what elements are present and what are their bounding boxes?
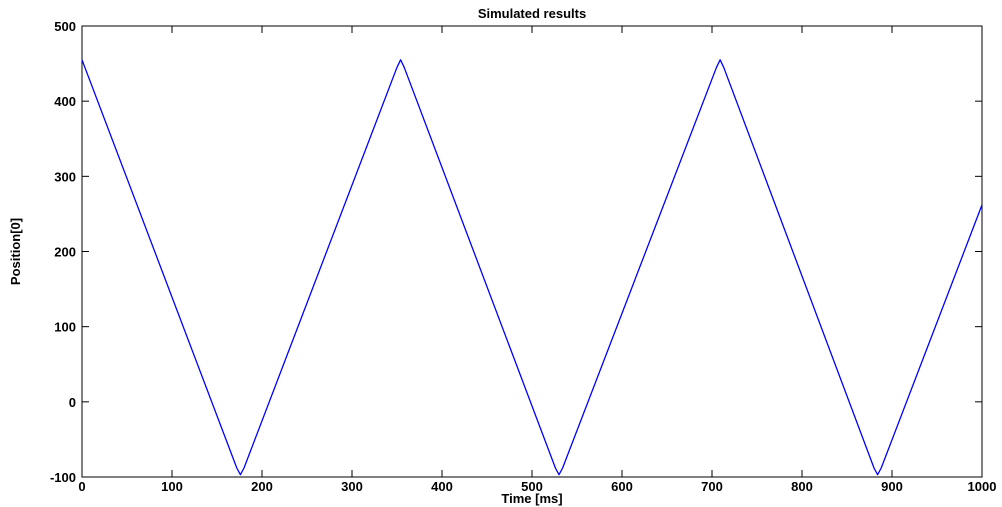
x-tick-label: 300: [341, 479, 363, 494]
x-tick-label: 0: [78, 479, 85, 494]
y-tick-label: 300: [54, 169, 76, 184]
y-tick-label: 400: [54, 94, 76, 109]
y-tick-label: 0: [69, 395, 76, 410]
x-tick-label: 200: [251, 479, 273, 494]
x-tick-label: 1000: [968, 479, 997, 494]
plot-area: [81, 25, 983, 478]
x-tick-label: 500: [521, 479, 543, 494]
x-tick-label: 100: [161, 479, 183, 494]
x-tick-label: 700: [701, 479, 723, 494]
series-layer: [81, 59, 983, 476]
x-tick-label: 600: [611, 479, 633, 494]
y-tick-label: 100: [54, 320, 76, 335]
chart-title: Simulated results: [478, 6, 586, 21]
series-line: [81, 59, 983, 476]
y-axis-title: Position[0]: [8, 218, 23, 285]
y-tick-label: 500: [54, 19, 76, 34]
ticks-layer: 0 100 200 300 400 500 600 700 800 900 1000-1000100…: [50, 19, 996, 494]
x-axis-title: Time [ms]: [501, 491, 562, 506]
x-tick-label: 900: [881, 479, 903, 494]
x-tick-label: 400: [431, 479, 453, 494]
y-tick-label: 200: [54, 245, 76, 260]
x-tick-label: 800: [791, 479, 813, 494]
y-tick-label: -100: [50, 470, 76, 485]
